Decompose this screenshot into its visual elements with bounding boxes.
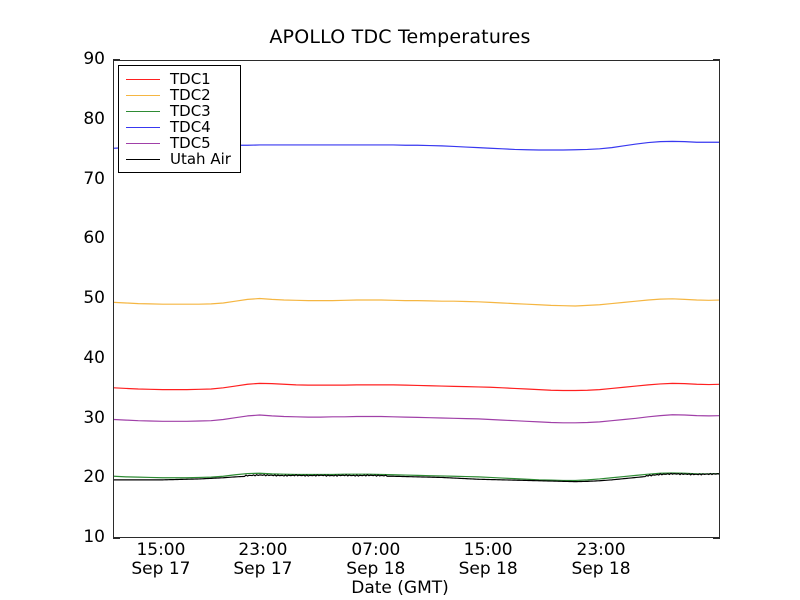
legend-item-tdc5[interactable]: TDC5	[126, 135, 231, 151]
plot-lines	[114, 140, 719, 483]
legend-item-utah-air[interactable]: Utah Air	[126, 151, 231, 167]
legend-item-tdc2[interactable]: TDC2	[126, 87, 231, 103]
y-tick-label: 80	[83, 108, 105, 129]
series-line-tdc1	[114, 382, 719, 392]
y-tick-mark	[113, 59, 120, 61]
y-tick-label: 10	[83, 527, 105, 547]
x-tick-date: Sep 18	[458, 559, 518, 579]
legend-color-swatch	[126, 126, 160, 128]
legend-label: TDC2	[170, 86, 211, 104]
legend-label: TDC4	[170, 118, 211, 136]
x-tick-time: 15:00	[136, 540, 186, 560]
legend: TDC1 TDC2 TDC3 TDC4 TDC5 Utah Air	[118, 65, 241, 173]
x-tick-label: 07:00 Sep 18	[316, 541, 436, 579]
chart-title: APOLLO TDC Temperatures	[269, 26, 531, 48]
y-tick-label: 60	[83, 228, 105, 249]
x-tick-label: 23:00 Sep 17	[203, 541, 323, 579]
y-tick-mark-right	[713, 59, 720, 61]
legend-color-swatch	[126, 142, 160, 144]
legend-item-tdc1[interactable]: TDC1	[126, 71, 231, 87]
legend-color-swatch	[126, 110, 160, 112]
x-tick-time: 23:00	[238, 540, 288, 560]
legend-item-tdc3[interactable]: TDC3	[126, 103, 231, 119]
y-tick-label: 70	[83, 168, 105, 189]
legend-label: TDC3	[170, 102, 211, 120]
series-line-tdc2	[114, 297, 719, 307]
y-tick-label: 90	[83, 49, 105, 69]
legend-label: TDC5	[170, 134, 211, 152]
y-tick-label: 30	[83, 407, 105, 428]
x-tick-label: 15:00 Sep 18	[428, 541, 548, 579]
legend-label: Utah Air	[170, 150, 231, 168]
y-tick-label: 50	[83, 288, 105, 308]
y-tick-label: 40	[83, 347, 105, 368]
legend-item-tdc4[interactable]: TDC4	[126, 119, 231, 135]
legend-color-swatch	[126, 78, 160, 80]
x-tick-date: Sep 17	[233, 559, 293, 579]
x-axis-label: Date (GMT)	[351, 578, 449, 598]
y-tick-label: 20	[83, 467, 105, 488]
legend-color-swatch	[126, 94, 160, 96]
x-tick-label: 15:00 Sep 17	[101, 541, 221, 579]
legend-label: TDC1	[170, 70, 211, 88]
legend-color-swatch	[126, 158, 160, 160]
series-line-tdc5	[114, 414, 719, 424]
x-tick-date: Sep 18	[571, 559, 631, 579]
x-tick-date: Sep 17	[131, 559, 191, 579]
x-tick-time: 15:00	[463, 540, 513, 560]
x-tick-time: 23:00	[576, 540, 626, 560]
series-line-utah-air	[114, 472, 719, 483]
x-tick-label: 23:00 Sep 18	[541, 541, 661, 579]
x-tick-date: Sep 18	[346, 559, 406, 579]
x-tick-time: 07:00	[351, 540, 401, 560]
series-line-tdc3	[114, 472, 719, 482]
